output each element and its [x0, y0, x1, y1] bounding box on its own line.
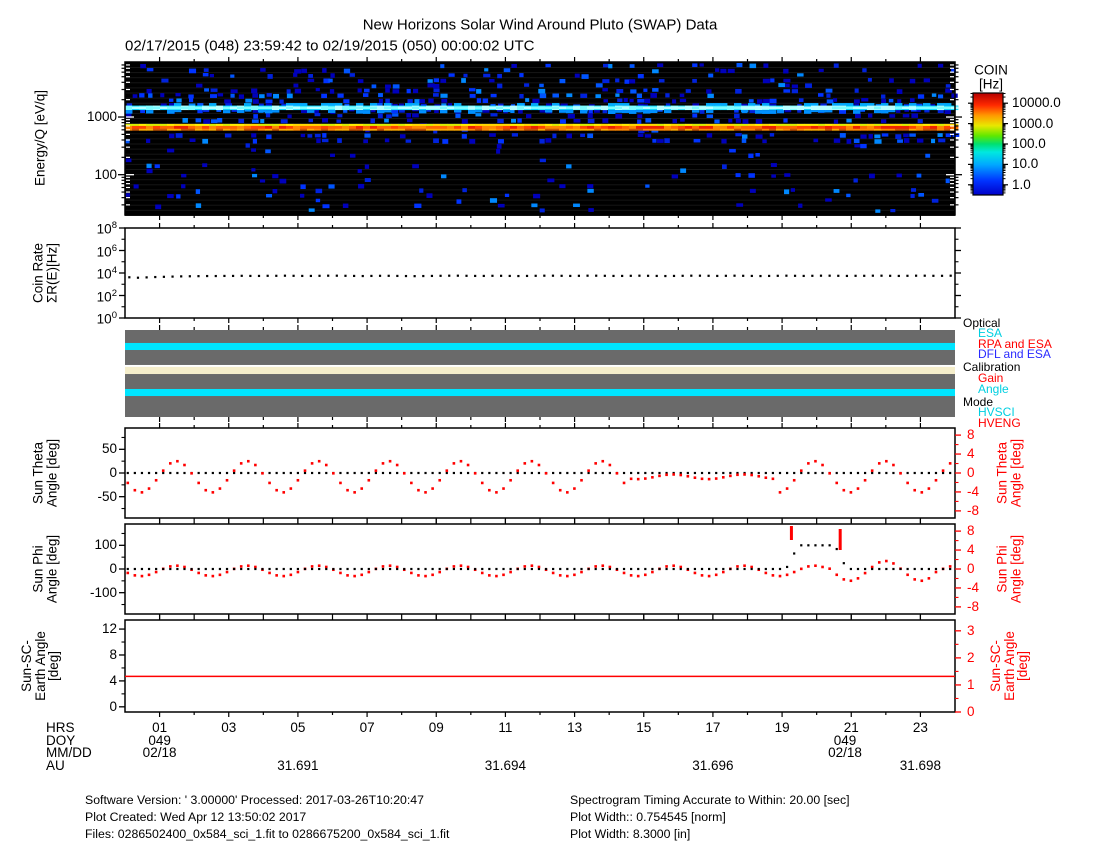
hour-label: 21 — [843, 719, 859, 735]
legend-item-dfl-esa: DFL and ESA — [978, 347, 1051, 362]
hour-label: 05 — [290, 719, 306, 735]
legend-item-hvsci: HVSCI — [978, 405, 1015, 420]
sun-sc-earth-right-tick-label: 0 — [967, 703, 975, 719]
axis-title-energy: Energy/Q [eV/q] — [32, 89, 48, 187]
flags-legend: Optical ESA RPA and ESA DFL and ESA Cali… — [963, 315, 1052, 430]
legend-item-hveng: HVENG — [978, 415, 1021, 430]
coin-rate-tick-label: 102 — [96, 287, 117, 304]
sun-sc-earth-right-tick-label: 1 — [967, 676, 975, 692]
row-label-au: AU — [46, 757, 65, 773]
axis-title-sun-theta-right: Sun Theta Angle [deg] — [994, 438, 1024, 508]
sun-sc-earth-left-tick-label: 4 — [109, 672, 117, 688]
legend-header-calibration: Calibration — [963, 360, 1021, 375]
time-range-subtitle: 02/17/2015 (048) 23:59:42 to 02/19/2015 … — [125, 37, 535, 55]
axis-title-sun-theta-left: Sun Theta Angle [deg] — [30, 438, 60, 508]
axis-title-sun-phi-left: Sun Phi Angle [deg] — [30, 534, 60, 604]
sun-theta-left-tick-label: -50 — [97, 488, 117, 504]
hour-label: 23 — [912, 719, 928, 735]
au-label: 31.694 — [484, 757, 527, 773]
hour-label: 15 — [636, 719, 652, 735]
energy-tick-label: 100 — [94, 166, 117, 182]
axis-title-earth-angle-right: Sun-SC- Earth Angle [deg] — [987, 631, 1030, 701]
sun-sc-earth-left-tick-label: 12 — [101, 620, 117, 636]
footer-timing-accuracy: Spectrogram Timing Accurate to Within: 2… — [570, 793, 850, 807]
doy-label: 049 — [148, 732, 171, 748]
mmdd-label: 02/18 — [142, 744, 177, 760]
sun-sc-earth-right-tick-label: 3 — [967, 622, 975, 638]
row-label-mmdd: MM/DD — [46, 744, 92, 760]
sun-theta-right-tick-label: 4 — [967, 445, 975, 461]
sun-theta-right-tick-label: 0 — [967, 464, 975, 480]
sun-theta-left-tick-label: 0 — [109, 464, 117, 480]
legend-item-angle: Angle — [978, 381, 1009, 396]
axis-title-earth-angle-left: Sun-SC- Earth Angle [deg] — [18, 631, 61, 701]
legend-header-mode: Mode — [963, 394, 994, 409]
sun-theta-right-tick-label: -8 — [967, 502, 980, 518]
footer-plot-width-norm: Plot Width:: 0.754545 [norm] — [570, 810, 726, 824]
footer-files: Files: 0286502400_0x584_sci_1.fit to 028… — [85, 827, 450, 841]
coin-rate-tick-label: 108 — [96, 219, 117, 237]
doy-label: 049 — [833, 732, 857, 748]
hour-label: 07 — [359, 719, 375, 735]
hour-label: 11 — [498, 719, 513, 735]
footer-plot-width-in: Plot Width: 8.3000 [in] — [570, 827, 691, 841]
sun-sc-earth-left-tick-label: 0 — [109, 698, 117, 714]
legend-item-esa: ESA — [978, 326, 1003, 341]
row-label-doy: DOY — [46, 732, 76, 748]
colorbar-units: [Hz] — [978, 76, 1004, 92]
hour-label: 17 — [705, 719, 721, 735]
colorbar-tick-label: 1000.0 — [1012, 115, 1054, 131]
sun-phi-left-tick-label: 0 — [109, 560, 117, 576]
page-title: New Horizons Solar Wind Around Pluto (SW… — [362, 16, 718, 34]
hour-label: 09 — [428, 719, 444, 735]
sun-phi-right-tick-label: 8 — [967, 522, 975, 538]
hour-label: 13 — [567, 719, 583, 735]
au-label: 31.698 — [899, 757, 942, 773]
row-label-hrs: HRS — [46, 719, 75, 735]
sun-phi-right-tick-label: 0 — [967, 560, 975, 576]
coin-rate-tick-label: 100 — [96, 309, 117, 327]
sun-theta-right-tick-label: -4 — [967, 483, 980, 499]
colorbar-tick-label: 100.0 — [1012, 135, 1046, 151]
hour-label: 01 — [152, 719, 168, 735]
coin-rate-tick-label: 104 — [96, 264, 117, 282]
sun-sc-earth-right-tick-label: 2 — [967, 649, 975, 665]
hour-label: 03 — [221, 719, 237, 735]
sun-phi-left-tick-label: 100 — [94, 537, 117, 553]
hour-label: 19 — [774, 719, 790, 735]
energy-tick-label: 1000 — [86, 108, 117, 124]
legend-header-optical: Optical — [963, 315, 1001, 330]
coin-rate-tick-label: 106 — [96, 242, 117, 259]
colorbar-title: COIN — [974, 62, 1008, 78]
au-label: 31.691 — [277, 757, 319, 773]
axis-title-coin-rate: Coin Rate ΣR(E)[Hz] — [30, 242, 60, 304]
legend-item-rpa-esa: RPA and ESA — [978, 336, 1052, 351]
sun-phi-right-tick-label: 4 — [967, 541, 975, 557]
sun-phi-right-tick-label: -8 — [967, 598, 980, 614]
axis-title-sun-phi-right: Sun Phi Angle [deg] — [994, 534, 1024, 604]
au-label: 31.696 — [692, 757, 734, 773]
colorbar-tick-label: 10.0 — [1012, 156, 1039, 172]
footer-software-version: Software Version: ' 3.00000' Processed: … — [85, 793, 424, 807]
sun-theta-right-tick-label: 8 — [967, 426, 975, 442]
mmdd-label: 02/18 — [828, 744, 862, 760]
colorbar-tick-label: 1.0 — [1012, 176, 1031, 192]
sun-phi-right-tick-label: -4 — [967, 579, 980, 595]
sun-sc-earth-left-tick-label: 8 — [109, 646, 117, 662]
footer-plot-created: Plot Created: Wed Apr 12 13:50:02 2017 — [85, 810, 307, 824]
sun-phi-left-tick-label: -100 — [89, 584, 117, 600]
legend-item-gain: Gain — [978, 370, 1004, 385]
colorbar-tick-label: 10000.0 — [1012, 94, 1061, 110]
sun-theta-left-tick-label: 50 — [101, 441, 117, 457]
